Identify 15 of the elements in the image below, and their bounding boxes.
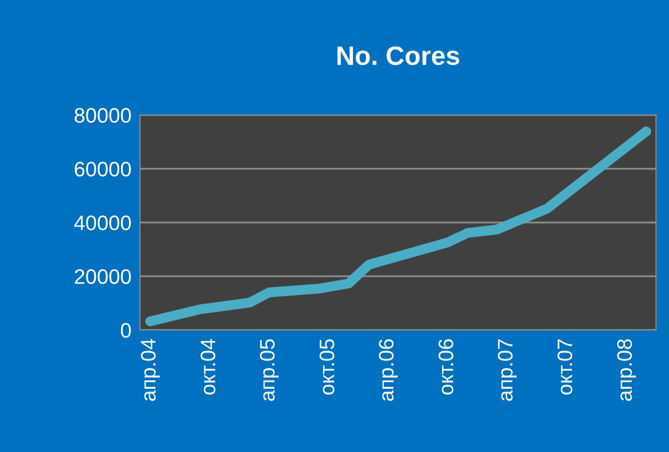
chart-title: No. Cores xyxy=(337,46,460,66)
y-tick-label: 40000 xyxy=(74,216,131,230)
x-tick-label: апр.04 xyxy=(140,338,160,401)
x-tick-label: апр.07 xyxy=(498,339,517,401)
x-tick-label: апр.06 xyxy=(378,339,398,401)
x-tick-label: окт.05 xyxy=(320,339,334,395)
x-tick-label: окт.07 xyxy=(558,339,572,395)
y-tick-label: 0 xyxy=(120,323,131,338)
y-tick-label: 60000 xyxy=(74,162,131,177)
x-tick-label: апр.08 xyxy=(617,339,636,401)
x-tick-label: окт.06 xyxy=(438,339,454,395)
x-tick-label: окт.04 xyxy=(200,338,216,395)
x-tick-label: апр.05 xyxy=(260,339,279,401)
y-tick-label: 80000 xyxy=(74,108,131,123)
y-tick-label: 20000 xyxy=(74,269,131,284)
